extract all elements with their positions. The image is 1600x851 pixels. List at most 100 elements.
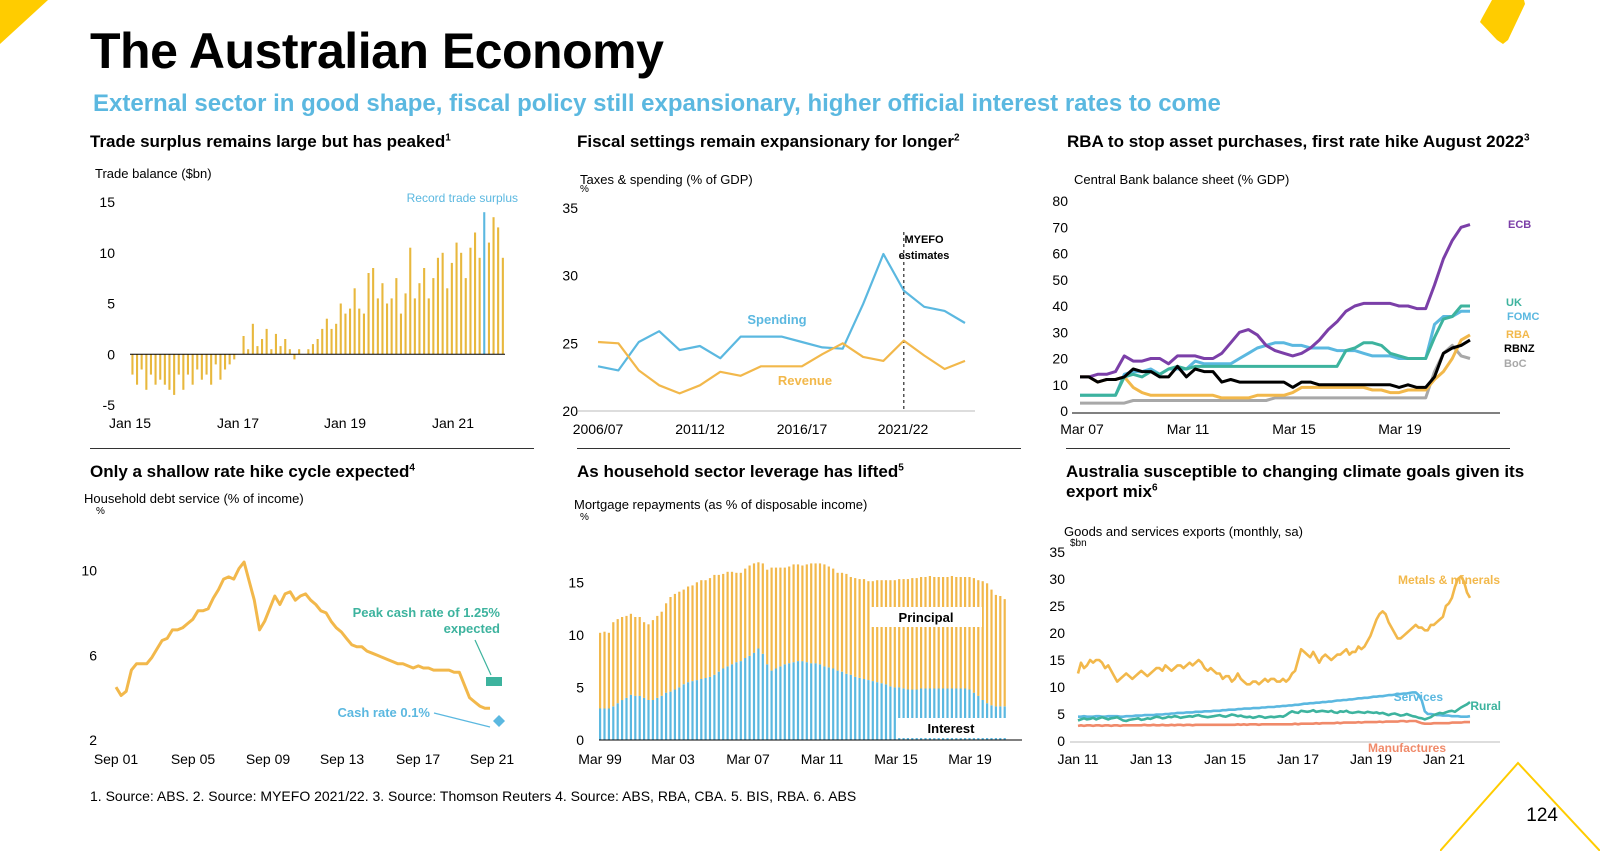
fiscal-label-revenue: Revenue [778, 373, 832, 388]
trade-bar [446, 288, 449, 355]
mortgage-bar-interest [854, 676, 857, 740]
mortgage-bar-interest [889, 686, 892, 740]
fiscal-xtick-label: 2016/17 [777, 421, 828, 437]
ytitle-trade: Trade balance ($bn) [95, 166, 212, 181]
trade-bar [381, 283, 384, 355]
cb-label-rbnz: RBNZ [1504, 343, 1535, 355]
trade-bar [242, 336, 245, 355]
mortgage-bar-interest [968, 689, 971, 740]
mortgage-bar-interest [748, 655, 751, 740]
mortgage-bar-interest [717, 671, 720, 740]
cb-ytick-label: 60 [1052, 246, 1068, 262]
cb-ytick-label: 80 [1052, 193, 1068, 209]
mortgage-bar-interest [783, 664, 786, 740]
mortgage-bar-principal [880, 580, 883, 684]
mortgage-bar-principal [722, 573, 725, 669]
mortgage-bar-interest [722, 668, 725, 740]
mortgage-bar-principal [937, 577, 940, 689]
debtservice-ytick-label: 10 [81, 563, 97, 579]
mortgage-bar-interest [739, 661, 742, 740]
cb-label-ecb: ECB [1508, 219, 1531, 231]
trade-bar [270, 349, 273, 355]
mortgage-bar-principal [783, 567, 786, 665]
trade-ytick-label: 5 [107, 296, 115, 312]
mortgage-bar-principal [735, 572, 738, 663]
trade-bar [224, 354, 227, 370]
panel-divider [90, 448, 534, 449]
mortgage-bar-interest [858, 678, 861, 740]
trade-xtick-label: Jan 17 [217, 415, 259, 431]
mortgage-bar-principal [643, 622, 646, 698]
cb-label-uk: UK [1506, 297, 1522, 309]
trade-bar [344, 313, 347, 355]
mortgage-bar-interest [937, 688, 940, 740]
mortgage-bar-interest [827, 667, 830, 740]
mortgage-bar-principal [968, 577, 971, 690]
mortgage-label-bg-principal [870, 607, 982, 627]
trade-xtick-label: Jan 19 [324, 415, 366, 431]
mortgage-bar-interest [651, 700, 654, 740]
exports-ytick-label: 10 [1049, 679, 1065, 695]
ytitle-exports: Goods and services exports (monthly, sa) [1064, 524, 1303, 539]
trade-bar [487, 242, 490, 355]
panel-title-debtservice: Only a shallow rate hike cycle expected4 [90, 462, 415, 481]
mortgage-bar-principal [924, 577, 927, 689]
mortgage-bar-interest [629, 694, 632, 740]
mortgage-bar-interest [823, 666, 826, 740]
mortgage-bar-principal [730, 571, 734, 665]
mortgage-bar-principal [871, 581, 874, 682]
cb-ytick-label: 40 [1052, 298, 1068, 314]
mortgage-bar-interest [621, 700, 624, 740]
trade-bar [474, 232, 477, 355]
mortgage-bar-principal [607, 632, 610, 709]
mortgage-bar-principal [884, 580, 888, 685]
trade-bar [186, 354, 189, 375]
exports-series-services [1078, 691, 1471, 718]
trade-bar [136, 354, 139, 385]
mortgage-bar-principal [849, 577, 852, 675]
mortgage-bar-interest [634, 695, 637, 740]
mortgage-bar-principal [845, 573, 848, 674]
mortgage-bar-interest [801, 661, 804, 740]
page-number: 124 [1526, 805, 1558, 826]
mortgage-bar-principal [950, 576, 953, 689]
trade-bar [469, 247, 472, 355]
mortgage-bar-principal [959, 577, 962, 689]
trade-bar [390, 298, 393, 355]
trade-bar [404, 293, 407, 355]
mortgage-bar-interest [898, 687, 901, 740]
trade-bar [159, 354, 162, 380]
mortgage-bar-principal [629, 613, 632, 695]
trade-bar [349, 308, 352, 355]
trade-bar [311, 344, 314, 355]
fiscal-annotation-myefo: MYEFO [904, 234, 944, 246]
mortgage-bar-principal [651, 620, 654, 700]
mortgage-bar-interest [792, 662, 795, 740]
trade-bar [149, 354, 152, 375]
mortgage-bar-interest [849, 674, 852, 740]
ytitle-mortgage: Mortgage repayments (as % of disposable … [574, 497, 868, 512]
mortgage-bar-interest [603, 708, 606, 740]
trade-bar [395, 278, 398, 355]
debtservice-annotation-cash: Cash rate 0.1% [338, 705, 431, 720]
exports-label-rural: Rural [1470, 699, 1501, 713]
trade-bar [386, 303, 389, 355]
cb-xtick-label: Mar 11 [1167, 421, 1210, 437]
mortgage-bar-principal [867, 581, 870, 680]
mortgage-bar-principal [752, 563, 756, 653]
mortgage-ytick-label: 5 [576, 679, 584, 695]
mortgage-bar-principal [717, 574, 720, 672]
mortgage-bar-interest [942, 688, 945, 740]
trade-bar [358, 308, 361, 355]
mortgage-xtick-label: Mar 03 [651, 751, 695, 767]
mortgage-bar-interest [726, 666, 729, 740]
mortgage-bar-interest [902, 688, 905, 740]
trade-bar [173, 354, 176, 395]
cb-label-boc: BoC [1504, 358, 1527, 370]
mortgage-bar-principal [673, 593, 676, 690]
mortgage-xtick-label: Mar 99 [578, 751, 622, 767]
mortgage-bar-interest [643, 697, 646, 740]
